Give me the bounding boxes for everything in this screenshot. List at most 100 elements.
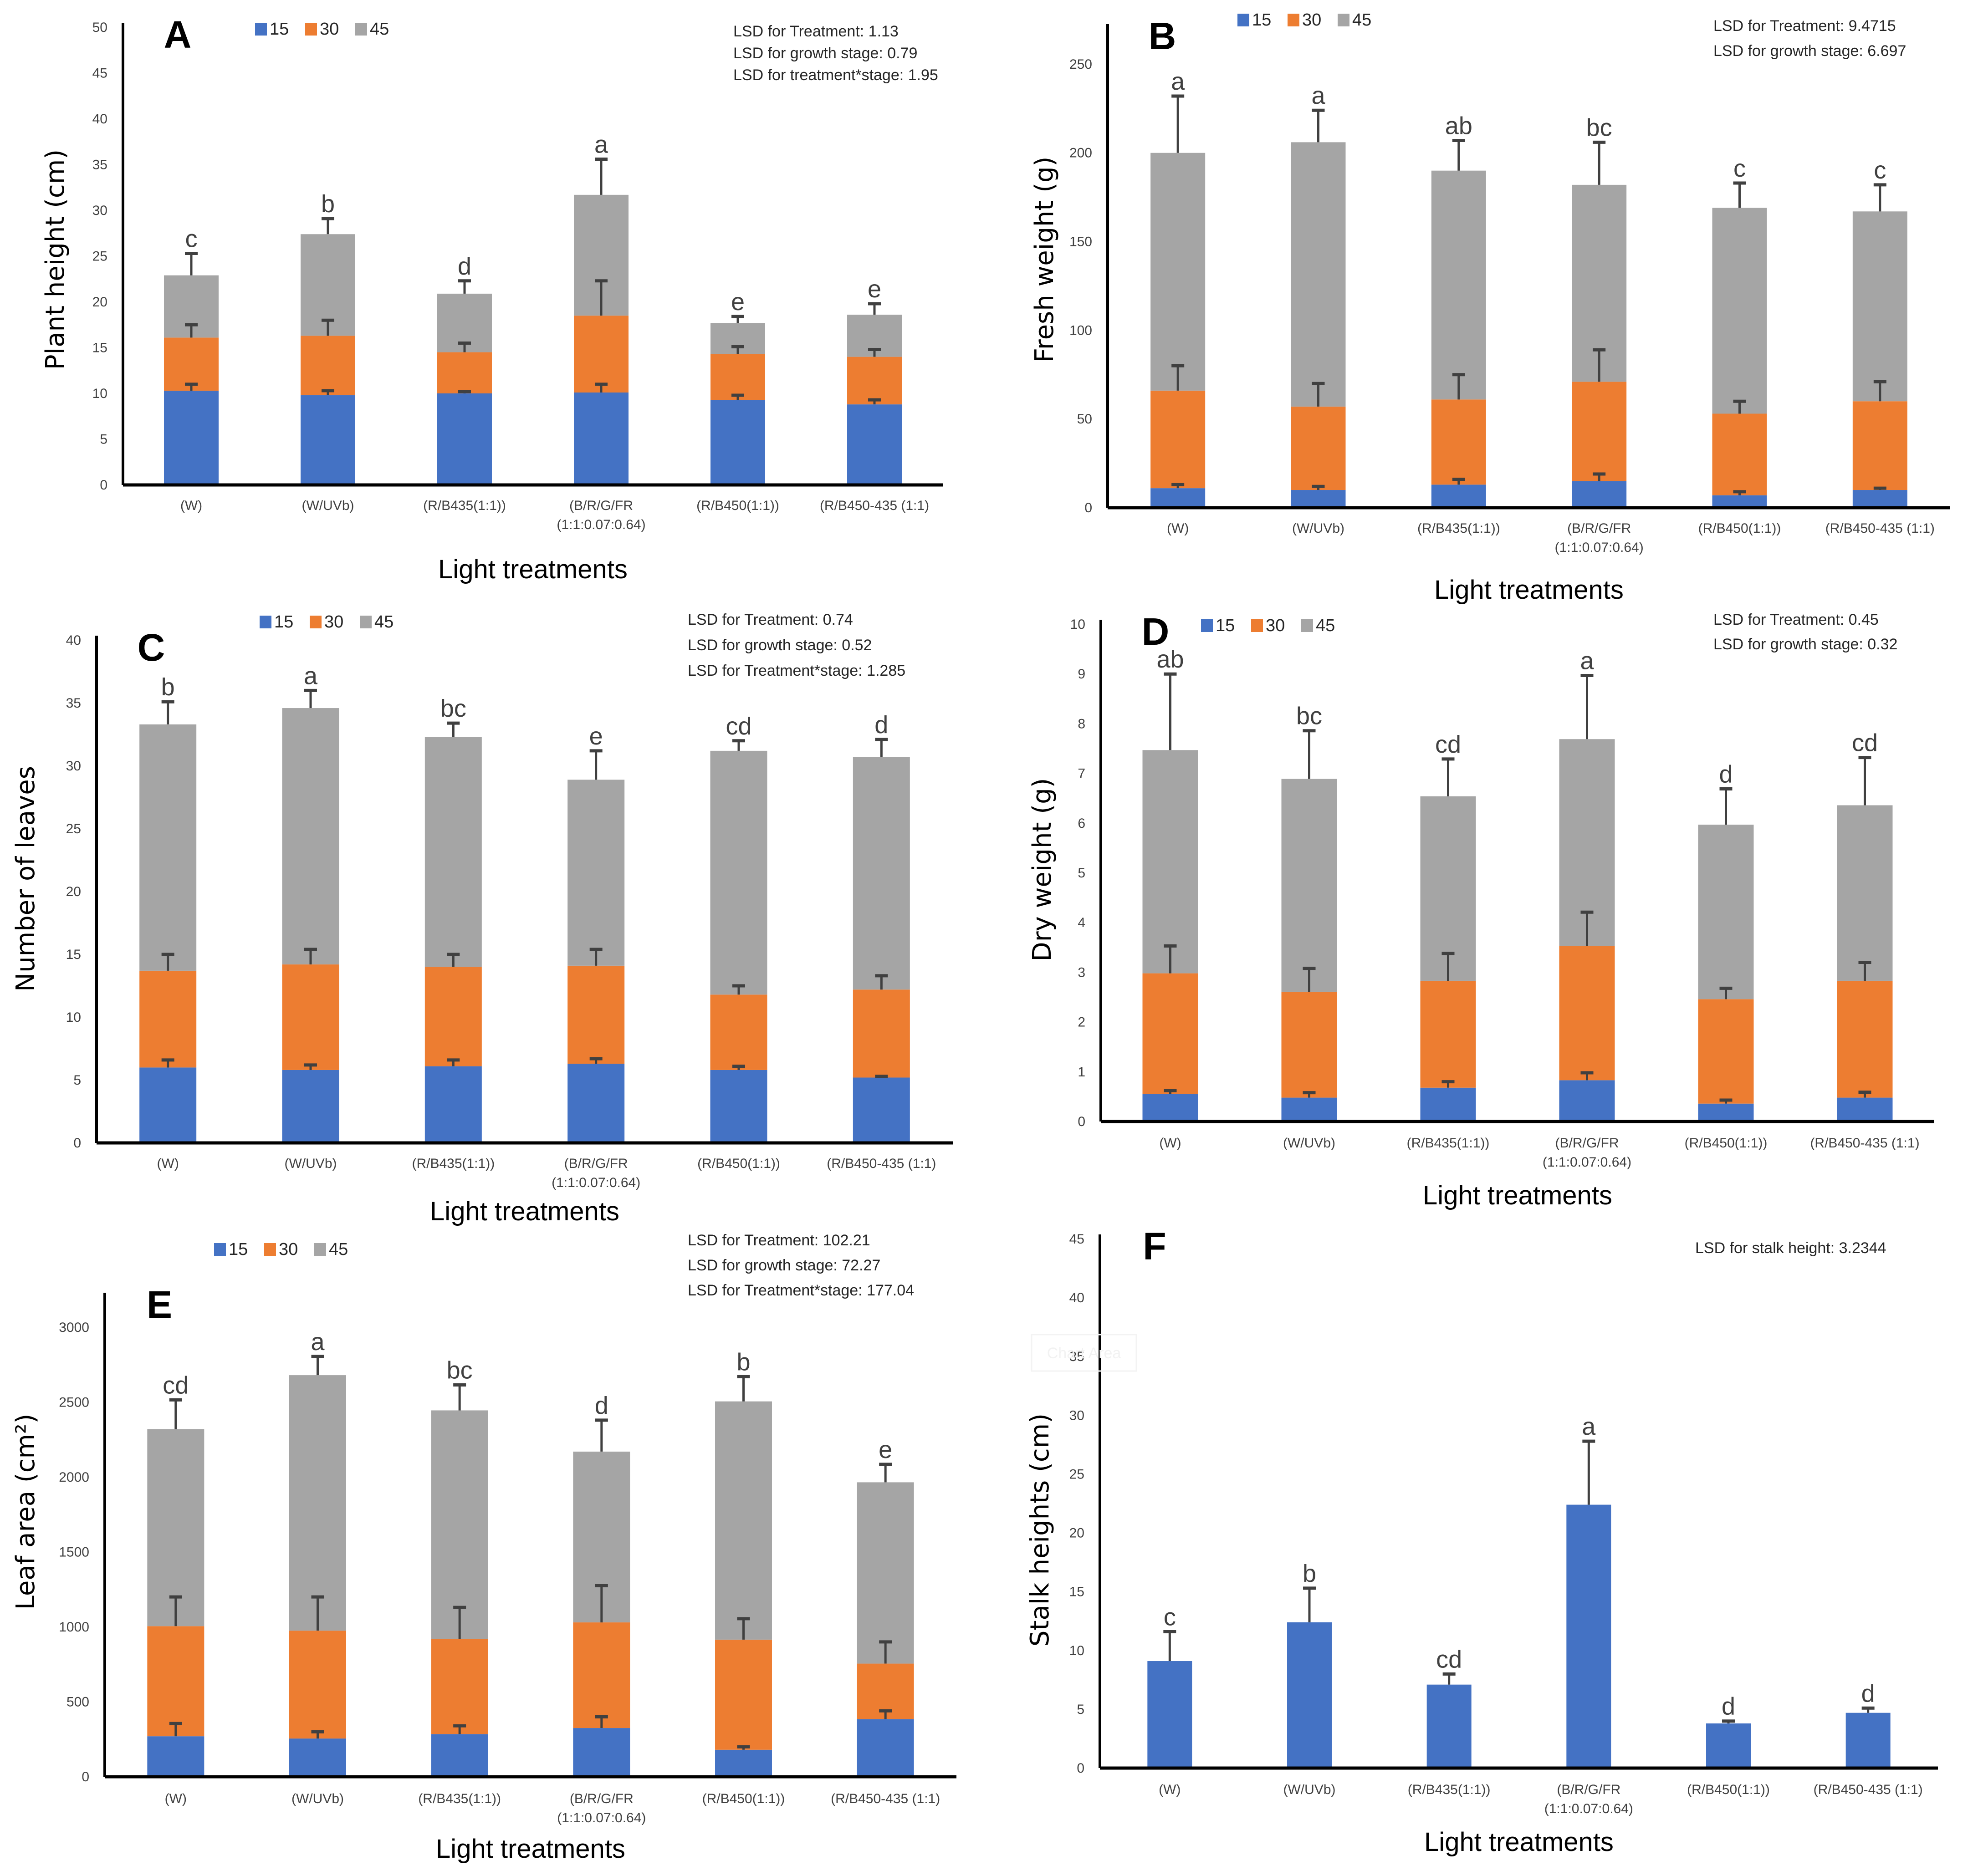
bar-segment-30 — [289, 1631, 346, 1739]
significance-letter: c — [1733, 155, 1746, 182]
bar-segment-15 — [437, 393, 492, 485]
legend-swatch-45 — [1301, 619, 1313, 632]
legend-swatch-30 — [264, 1243, 276, 1256]
lsd-annotation: LSD for Treatment*stage: 1.285 — [688, 662, 905, 679]
bar-segment-15 — [857, 1719, 914, 1777]
bar-segment-stalk height — [1845, 1713, 1891, 1768]
bar-segment-stalk height — [1287, 1622, 1332, 1768]
bar-segment-30 — [1142, 973, 1198, 1094]
y-tick-label: 2000 — [59, 1470, 89, 1485]
y-tick-label: 35 — [92, 158, 107, 173]
bar-segment-45 — [282, 708, 339, 965]
y-tick-label: 1 — [1078, 1065, 1085, 1080]
bar-segment-30 — [574, 316, 629, 393]
x-category-label: (R/B450-435 (1:1) — [827, 1156, 936, 1171]
bar-segment-30 — [164, 337, 219, 391]
bar-segment-30 — [573, 1622, 630, 1728]
legend-swatch-15 — [255, 23, 267, 36]
y-tick-label: 30 — [1069, 1408, 1084, 1423]
bar-segment-30 — [853, 989, 910, 1078]
bar-segment-15 — [715, 1749, 772, 1777]
x-category-label: (1:1:0.07:0.64) — [552, 1175, 640, 1190]
bar-segment-45 — [289, 1375, 346, 1631]
bar-segment-15 — [1712, 495, 1767, 508]
x-category-label: (R/B450-435 (1:1) — [1810, 1136, 1919, 1151]
y-tick-label: 15 — [1069, 1585, 1084, 1600]
y-tick-label: 10 — [1070, 617, 1085, 632]
x-category-label: (B/R/G/FR — [1567, 521, 1631, 536]
lsd-annotation: LSD for Treatment: 0.45 — [1713, 611, 1879, 628]
bar-segment-45 — [1281, 779, 1337, 992]
bar-segment-15 — [147, 1736, 204, 1777]
panel-letter: F — [1143, 1225, 1166, 1268]
bar-segment-15 — [1837, 1097, 1893, 1122]
y-tick-label: 20 — [1069, 1526, 1084, 1541]
panel-letter: A — [164, 13, 192, 56]
lsd-annotation: LSD for growth stage: 0.79 — [733, 45, 917, 62]
lsd-annotation: LSD for Treatment: 102.21 — [688, 1232, 870, 1249]
y-tick-label: 50 — [92, 20, 107, 35]
y-axis-title: Fresh weight (g) — [1030, 157, 1059, 363]
legend-label: 15 — [274, 612, 293, 632]
x-category-label: (B/R/G/FR — [1557, 1782, 1620, 1797]
x-category-label: (1:1:0.07:0.64) — [557, 517, 645, 532]
lsd-annotation: LSD for growth stage: 6.697 — [1713, 42, 1906, 60]
bar-segment-stalk height — [1706, 1723, 1751, 1768]
chart-e-svg: 0 500 1000 1500 2000 2500 3000 cd a bc d b e (W) (W/UV… — [11, 1232, 956, 1864]
x-category-label: (R/B450-435 (1:1) — [1814, 1782, 1923, 1797]
y-tick-label: 40 — [92, 112, 107, 127]
chart-f-svg: 0 5 10 15 20 25 30 35 40 45 c b cd a d d (W) (W/UVb) (R/B4… — [1025, 1225, 1938, 1857]
legend-swatch-45 — [355, 23, 367, 36]
significance-letter: bc — [447, 1357, 473, 1384]
y-tick-label: 40 — [66, 633, 81, 648]
legend-label: 45 — [329, 1240, 348, 1259]
y-tick-label: 10 — [92, 386, 107, 401]
x-category-label: (R/B435(1:1)) — [1408, 1782, 1491, 1797]
chart-panel-e: 0 500 1000 1500 2000 2500 3000 cd a bc d b e (W) (W/UV… — [0, 1220, 989, 1876]
lsd-annotation: LSD for Treatment: 1.13 — [733, 23, 899, 40]
y-tick-label: 0 — [82, 1769, 89, 1784]
legend-swatch-30 — [310, 616, 322, 628]
x-category-label: (W/UVb) — [302, 498, 354, 513]
significance-letter: cd — [1436, 1646, 1462, 1673]
x-category-label: (R/B450(1:1)) — [696, 498, 779, 513]
lsd-annotation: LSD for stalk height: 3.2344 — [1695, 1239, 1886, 1257]
significance-letter: e — [868, 275, 881, 303]
x-category-label: (W) — [157, 1156, 179, 1171]
y-tick-label: 0 — [100, 478, 107, 493]
y-tick-label: 4 — [1078, 915, 1085, 930]
legend-label: 30 — [324, 612, 343, 632]
panel-letter: D — [1142, 610, 1170, 653]
y-tick-label: 1000 — [59, 1620, 89, 1635]
bar-segment-45 — [710, 750, 767, 995]
y-tick-label: 30 — [66, 759, 81, 774]
bar-segment-15 — [1420, 1087, 1476, 1122]
bar-segment-30 — [301, 336, 355, 396]
significance-letter: d — [1722, 1693, 1735, 1720]
x-category-label: (R/B450-435 (1:1) — [820, 498, 929, 513]
x-category-label: (1:1:0.07:0.64) — [557, 1810, 646, 1825]
bar-segment-15 — [853, 1077, 910, 1143]
lsd-annotation: LSD for growth stage: 72.27 — [688, 1257, 880, 1274]
bar-segment-45 — [1852, 211, 1907, 402]
chart-b-svg: 0 50 100 150 200 250 a a ab bc c c (W) (W/UVb) (R/B435… — [1030, 10, 1950, 605]
y-tick-label: 2500 — [59, 1395, 89, 1410]
significance-letter: a — [1582, 1413, 1596, 1440]
y-tick-label: 500 — [66, 1694, 89, 1709]
bar-segment-15 — [289, 1738, 346, 1777]
y-tick-label: 25 — [1069, 1467, 1084, 1482]
y-tick-label: 10 — [66, 1010, 81, 1025]
significance-letter: cd — [1852, 729, 1878, 757]
bar-segment-45 — [139, 724, 197, 971]
x-category-label: (B/R/G/FR — [1555, 1136, 1619, 1151]
y-tick-label: 8 — [1078, 716, 1085, 731]
bar-segment-45 — [1420, 796, 1476, 981]
chart-a-svg: 0 5 10 15 20 25 30 35 40 45 50 c b d a e e (W) (W/UVb) (R/B… — [41, 13, 943, 584]
y-tick-label: 7 — [1078, 766, 1085, 781]
significance-letter: cd — [1435, 731, 1461, 758]
bar-segment-30 — [1572, 382, 1627, 481]
x-category-label: (W/UVb) — [1283, 1782, 1336, 1797]
y-tick-label: 35 — [1069, 1349, 1084, 1364]
bar-segment-15 — [1572, 481, 1627, 508]
